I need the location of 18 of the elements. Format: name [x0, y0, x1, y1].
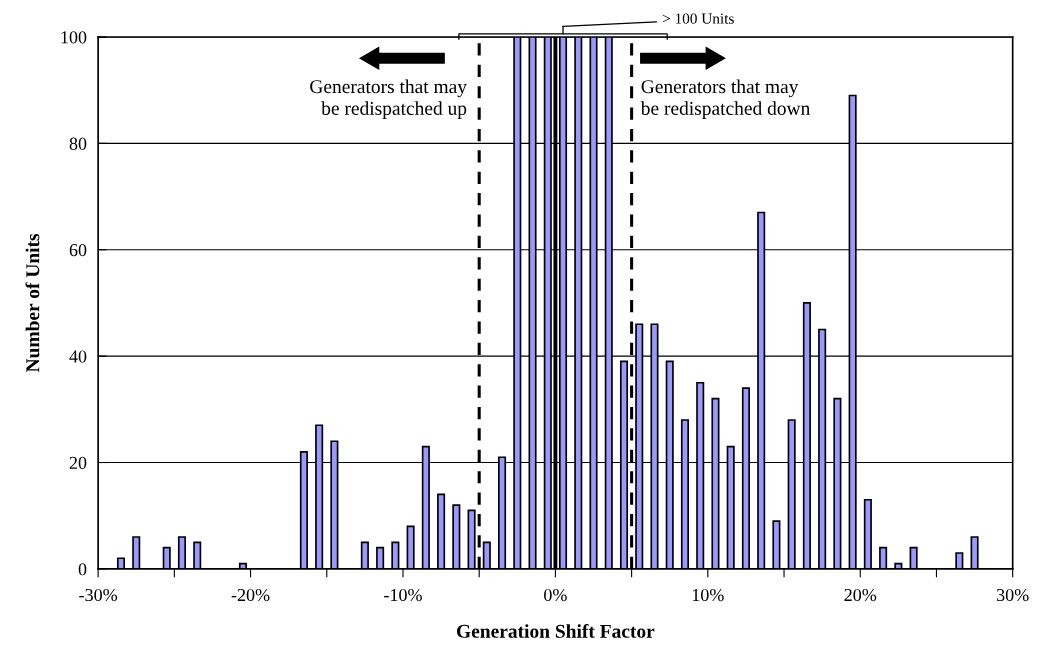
x-tick-label: -20%: [231, 588, 270, 602]
x-tick-label: -30%: [79, 588, 118, 602]
y-axis-title: Number of Units: [25, 233, 40, 373]
y-tick-label: 20: [69, 456, 87, 469]
x-axis-title: Generation Shift Factor: [457, 623, 655, 638]
text: > 100 Units: [662, 13, 734, 24]
y-tick-label: 60: [69, 244, 87, 257]
y-tick-label: 40: [69, 350, 87, 363]
annotation: Generators that may be redispatched down: [640, 79, 811, 119]
annotation: Generators that may be redispatched up: [310, 79, 467, 119]
x-tick-label: 10%: [692, 588, 724, 602]
y-tick-label: 0: [78, 563, 87, 576]
x-tick-label: 0%: [544, 588, 567, 602]
y-tick-label: 80: [69, 137, 87, 150]
x-tick-label: 20%: [844, 588, 877, 602]
x-tick-label: 30%: [997, 588, 1029, 602]
x-tick-label: -10%: [384, 588, 422, 602]
y-tick-label: 100: [61, 31, 87, 44]
